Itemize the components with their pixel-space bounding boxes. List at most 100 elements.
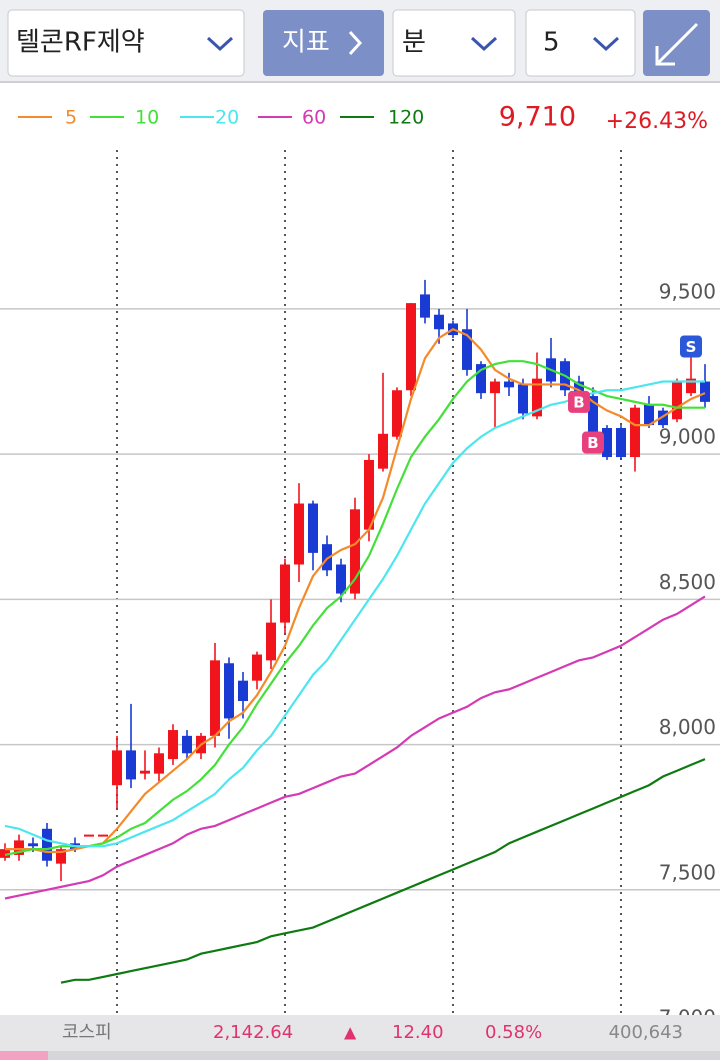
legend-label: 20: [215, 107, 239, 129]
chevron: [206, 36, 234, 52]
candle-body: [406, 303, 416, 391]
signal-marker: [680, 335, 702, 358]
period-dropdown[interactable]: 5: [525, 9, 636, 77]
stock-dropdown[interactable]: 텔콘RF제약: [7, 9, 245, 77]
legend: 5 10 20 60 120: [18, 107, 424, 129]
candle-body: [56, 849, 66, 864]
dropdown-box: [525, 9, 636, 77]
chevron: [592, 36, 620, 52]
candle-body: [434, 314, 444, 330]
y-tick-label: 8,500: [659, 570, 716, 594]
candle-body: [420, 294, 430, 318]
candle-body: [350, 509, 360, 594]
candle-body: [588, 396, 598, 440]
candle-body: [490, 381, 500, 394]
bottom-strip: [0, 1051, 720, 1060]
candle-body: [238, 680, 248, 702]
button-label: 지표: [282, 28, 330, 58]
candle-body: [364, 459, 374, 530]
candle-body: [322, 544, 332, 571]
candle-body: [182, 735, 192, 754]
chevron: [470, 36, 498, 52]
signal-marker: [568, 390, 590, 413]
candle-body: [266, 622, 276, 661]
candle-body: [672, 381, 682, 420]
candle-body: [140, 770, 150, 774]
candle-body: [168, 730, 178, 760]
candle-body: [504, 381, 514, 388]
expand-button[interactable]: [643, 10, 710, 76]
button-box: [263, 10, 384, 76]
unit-label: 분: [402, 28, 426, 58]
candle-body: [112, 750, 122, 786]
candle-body: [616, 428, 626, 458]
dropdown-box: [392, 9, 516, 77]
plot-area: 7,000 7,500 8,000 8,500 9,000 9,500 B B S: [0, 150, 720, 1030]
candle-body: [252, 654, 262, 681]
candle-body: [378, 433, 388, 469]
moving-average-line: [4, 595, 706, 900]
indicator-button[interactable]: 지표: [263, 10, 384, 76]
candle-body: [700, 381, 710, 402]
candle-body: [658, 410, 668, 426]
index-value: 2,142.64: [213, 1022, 293, 1043]
candle-body: [224, 663, 234, 719]
candle-body: [28, 843, 38, 847]
y-tick-label: 8,000: [659, 715, 716, 739]
y-tick-label: 9,500: [659, 279, 716, 303]
candle-body: [462, 329, 472, 370]
moving-average-line: [60, 758, 706, 984]
stock-name: 텔콘RF제약: [16, 28, 145, 58]
candle-body: [280, 564, 290, 623]
market-bar: [0, 1015, 720, 1051]
candle-body: [14, 840, 24, 855]
candle-body: [392, 390, 402, 437]
y-tick-label: 7,000: [659, 1006, 716, 1030]
chevron: [348, 30, 363, 56]
index-name: 코스피: [62, 1022, 112, 1043]
legend-label: 60: [302, 107, 326, 129]
legend-label: 5: [65, 107, 77, 129]
candle-body: [630, 407, 640, 458]
candle-body: [686, 378, 696, 394]
index-change: 12.40: [392, 1022, 444, 1043]
candle-body: [294, 503, 304, 565]
expand-icon: [655, 22, 699, 66]
candle-body: [532, 378, 542, 417]
period-label: 5: [543, 28, 560, 58]
candle-body: [336, 564, 346, 594]
candle-body: [0, 849, 10, 858]
legend-label: 120: [388, 107, 424, 129]
candle-body: [126, 750, 136, 780]
current-price: 9,710: [499, 102, 576, 133]
signal-label: B: [573, 393, 584, 411]
y-tick-label: 7,500: [659, 860, 716, 884]
candle-body: [308, 503, 318, 553]
dropdown-box: [7, 9, 245, 77]
unit-dropdown[interactable]: 분: [392, 9, 516, 77]
candle-body: [644, 404, 654, 426]
y-tick-label: 9,000: [659, 425, 716, 449]
candle-body: [476, 364, 486, 394]
legend-label: 10: [135, 107, 159, 129]
volume: 400,643: [609, 1022, 683, 1043]
moving-average-line: [4, 360, 705, 857]
signal-label: S: [686, 338, 697, 356]
signal-label: B: [587, 434, 598, 452]
candle-body: [154, 753, 164, 774]
index-arrow: ▲: [344, 1023, 357, 1042]
candle-body: [518, 384, 528, 414]
candle-body: [84, 834, 94, 837]
price-change: +26.43%: [606, 109, 708, 134]
candle-body: [210, 660, 220, 736]
bottom-strip-accent: [0, 1051, 48, 1060]
candle-body: [98, 834, 108, 837]
index-change-pct: 0.58%: [485, 1022, 542, 1043]
candle-body: [574, 381, 584, 397]
candle-body: [42, 828, 52, 861]
candle-body: [602, 428, 612, 458]
signal-marker: [582, 431, 604, 454]
